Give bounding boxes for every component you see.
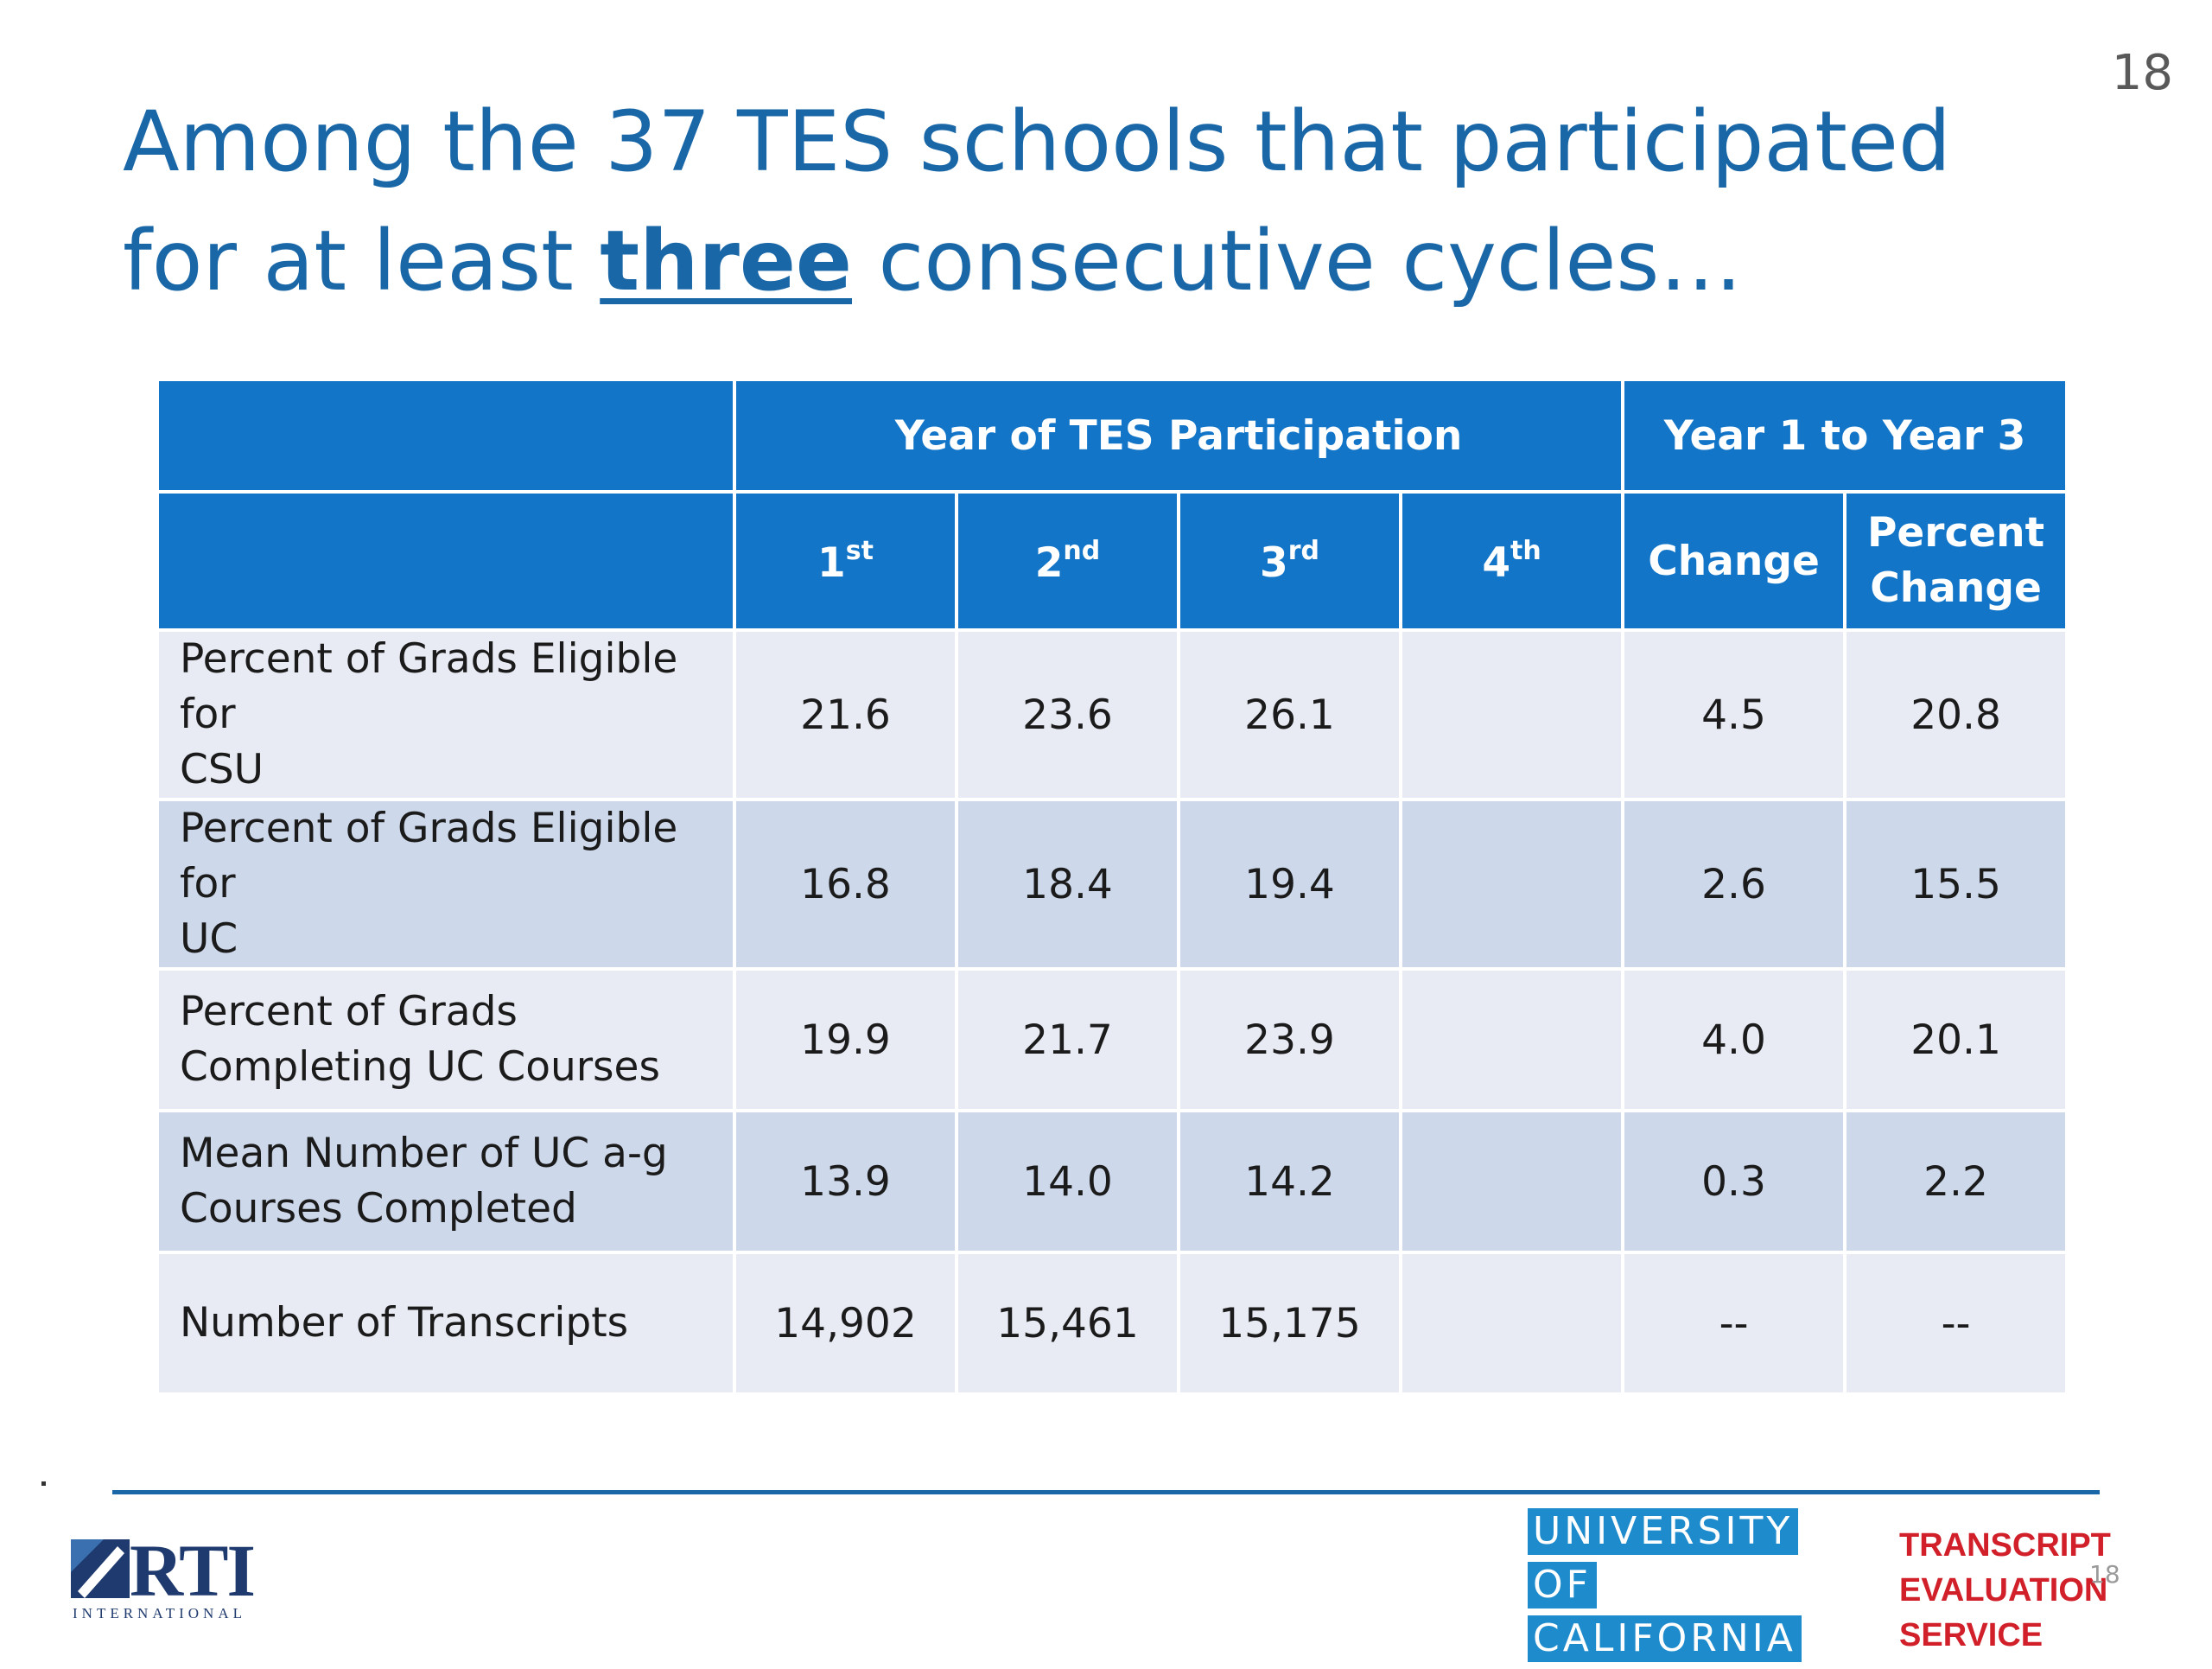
uc-logo-line: OF — [1528, 1562, 1597, 1608]
cell-percent-change: -- — [1843, 1251, 2069, 1396]
col-header-percent-change: Percent Change — [1843, 490, 2069, 632]
cell-year-2: 21.7 — [955, 967, 1180, 1112]
col-header-sup: th — [1510, 535, 1541, 566]
table-row-uc-eligible: Percent of Grads Eligible for UC 16.8 18.… — [156, 798, 2069, 971]
cell-year-2: 14.0 — [955, 1109, 1180, 1254]
cell-change: 4.5 — [1621, 628, 1847, 801]
col-header-4th: 4th — [1398, 490, 1625, 632]
footer-dot — [41, 1481, 46, 1486]
header-label-cell — [156, 490, 736, 632]
col-header-1st: 1st — [733, 490, 958, 632]
footer-divider — [112, 1490, 2100, 1494]
uc-logo-line: UNIVERSITY — [1528, 1508, 1799, 1555]
university-of-california-logo: UNIVERSITY OF CALIFORNIA — [1528, 1508, 1802, 1669]
row-label-line1: Percent of Grads Eligible for — [180, 635, 678, 738]
rti-logo: RTI INTERNATIONAL — [69, 1529, 259, 1621]
table-row-mean-courses: Mean Number of UC a-g Courses Completed 1… — [156, 1109, 2069, 1254]
rti-subline: INTERNATIONAL — [73, 1605, 246, 1621]
col-header-line1: Percent — [1866, 509, 2045, 557]
row-label-line2: CSU — [180, 746, 264, 793]
group-header-participation: Year of TES Participation — [732, 378, 1625, 494]
tes-logo-line: TRANSCRIPT — [1899, 1527, 2111, 1564]
slide-title: Among the 37 TES schools that participat… — [123, 82, 2024, 321]
row-label: Number of Transcripts — [156, 1251, 736, 1396]
col-header-num: 2 — [1034, 538, 1064, 587]
table-row-uc-courses: Percent of Grads Completing UC Courses 19… — [156, 967, 2069, 1112]
row-label: Mean Number of UC a-g Courses Completed — [156, 1109, 736, 1254]
cell-year-4 — [1398, 1109, 1625, 1254]
title-text-after: consecutive cycles… — [852, 213, 1743, 309]
cell-change: 0.3 — [1621, 1109, 1847, 1254]
cell-year-3: 19.4 — [1177, 798, 1402, 971]
row-label-line1: Mean Number of UC a-g — [180, 1130, 668, 1177]
cell-year-2: 23.6 — [955, 628, 1180, 801]
cell-year-3: 26.1 — [1177, 628, 1402, 801]
cell-year-4 — [1398, 967, 1625, 1112]
column-header-row: 1st 2nd 3rd 4th Change Percent Change — [156, 490, 2069, 632]
cell-change: 2.6 — [1621, 798, 1847, 971]
cell-year-3: 14.2 — [1177, 1109, 1402, 1254]
cell-change: 4.0 — [1621, 967, 1847, 1112]
tes-logo-line: EVALUATION — [1899, 1572, 2108, 1608]
cell-percent-change: 20.1 — [1843, 967, 2069, 1112]
title-emphasis: three — [600, 213, 853, 309]
cell-year-3: 15,175 — [1177, 1251, 1402, 1396]
col-header-num: 3 — [1260, 538, 1288, 587]
row-label-line2: Completing UC Courses — [180, 1043, 660, 1091]
results-table: Year of TES Participation Year 1 to Year… — [156, 378, 2069, 1396]
cell-percent-change: 20.8 — [1843, 628, 2069, 801]
rti-wordmark: RTI — [130, 1529, 256, 1612]
cell-year-4 — [1398, 798, 1625, 971]
group-header-row: Year of TES Participation Year 1 to Year… — [156, 378, 2069, 494]
transcript-evaluation-service-logo: TRANSCRIPT EVALUATION SERVICE — [1899, 1523, 2111, 1658]
cell-percent-change: 2.2 — [1843, 1109, 2069, 1254]
col-header-sup: rd — [1287, 535, 1319, 566]
col-header-sup: nd — [1063, 535, 1101, 566]
row-label-line2: UC — [180, 915, 238, 963]
row-label: Percent of Grads Completing UC Courses — [156, 967, 736, 1112]
row-label: Percent of Grads Eligible for CSU — [156, 628, 736, 801]
page-number: 18 — [2111, 45, 2173, 101]
cell-year-1: 19.9 — [733, 967, 958, 1112]
rti-mark-icon — [71, 1539, 130, 1598]
cell-percent-change: 15.5 — [1843, 798, 2069, 971]
col-header-sup: st — [845, 535, 874, 566]
table-row-csu-eligible: Percent of Grads Eligible for CSU 21.6 23… — [156, 628, 2069, 801]
cell-year-4 — [1398, 628, 1625, 801]
cell-change: -- — [1621, 1251, 1847, 1396]
col-header-num: 1 — [817, 538, 846, 587]
row-label: Percent of Grads Eligible for UC — [156, 798, 736, 971]
col-header-num: 4 — [1482, 538, 1511, 587]
cell-year-1: 13.9 — [733, 1109, 958, 1254]
col-header-3rd: 3rd — [1177, 490, 1402, 632]
cell-year-4 — [1398, 1251, 1625, 1396]
group-header-change: Year 1 to Year 3 — [1621, 378, 2069, 494]
cell-year-3: 23.9 — [1177, 967, 1402, 1112]
uc-logo-line: CALIFORNIA — [1528, 1615, 1802, 1662]
cell-year-1: 16.8 — [733, 798, 958, 971]
cell-year-2: 18.4 — [955, 798, 1180, 971]
footer-page-number: 18 — [2089, 1560, 2120, 1589]
row-label-line1: Percent of Grads Eligible for — [180, 805, 678, 908]
row-label-line1: Percent of Grads — [180, 988, 518, 1035]
table-row-transcripts: Number of Transcripts 14,902 15,461 15,1… — [156, 1251, 2069, 1396]
row-label-line2: Courses Completed — [180, 1185, 577, 1233]
col-header-line2: Change — [1870, 564, 2042, 612]
cell-year-1: 14,902 — [733, 1251, 958, 1396]
col-header-change: Change — [1621, 490, 1847, 632]
header-corner-cell — [156, 378, 736, 494]
col-header-2nd: 2nd — [955, 490, 1180, 632]
title-text-before: Among the 37 TES schools that participat… — [123, 93, 1951, 309]
cell-year-2: 15,461 — [955, 1251, 1180, 1396]
tes-logo-line: SERVICE — [1899, 1617, 2044, 1653]
row-label-line1: Number of Transcripts — [180, 1299, 629, 1347]
cell-year-1: 21.6 — [733, 628, 958, 801]
